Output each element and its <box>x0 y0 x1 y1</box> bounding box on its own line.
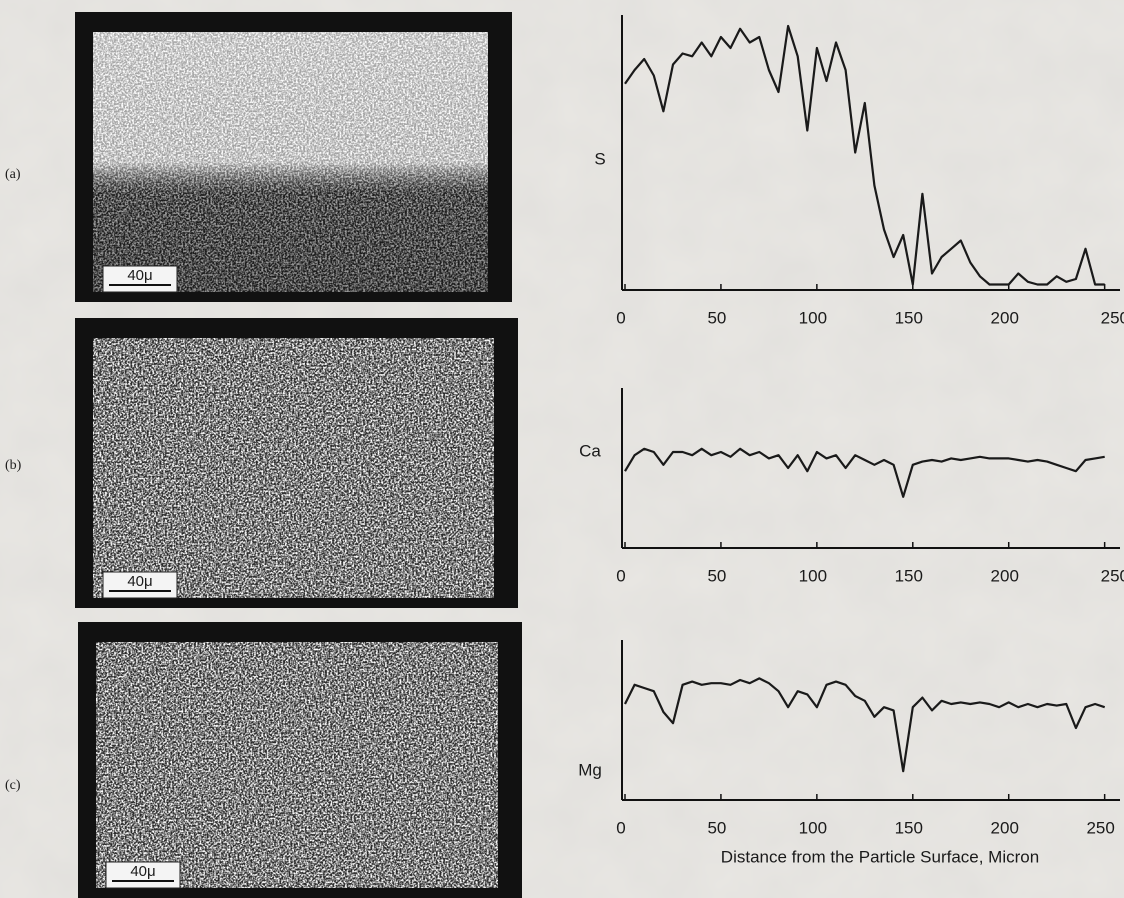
data-line <box>624 677 1106 773</box>
x-tick-label: 100 <box>799 308 827 327</box>
micrograph-speckle <box>93 338 494 598</box>
series-label: S <box>594 149 605 168</box>
scale-box <box>105 861 181 889</box>
x-tick-label: 200 <box>991 566 1019 585</box>
micrograph-speckle <box>96 642 498 888</box>
x-tick-label: 250μ <box>1101 308 1124 327</box>
charts: 0 50 100 150 200 250μ S 0 50 100 150 200 250μ Ca 0 50 10… <box>578 15 1124 866</box>
scale-box <box>102 265 178 293</box>
x-tick-label: 200 <box>991 308 1019 327</box>
x-tick-label: 50 <box>707 566 726 585</box>
x-tick-label: 0 <box>616 308 625 327</box>
scale-label: 40μ <box>127 573 152 590</box>
x-tick-label: 0 <box>616 566 625 585</box>
panel-label: (b) <box>5 458 22 473</box>
data-line <box>624 447 1105 498</box>
panel-label: (c) <box>5 778 21 793</box>
scale-label: 40μ <box>127 267 152 284</box>
scale-box <box>102 571 178 599</box>
x-tick-label: 100 <box>799 818 827 837</box>
x-tick-label: 50 <box>707 818 726 837</box>
panel-label: (a) <box>5 167 21 182</box>
data-line <box>624 24 1105 286</box>
series-label: Ca <box>579 441 601 460</box>
x-tick-label: 150 <box>895 566 923 585</box>
scale-label: 40μ <box>130 863 155 880</box>
series-label: Mg <box>578 760 602 779</box>
x-tick-label: 150 <box>895 818 923 837</box>
x-axis-title: Distance from the Particle Surface, Micr… <box>721 847 1039 866</box>
x-tick-label: 150 <box>895 308 923 327</box>
micrograph-shade <box>93 32 488 292</box>
x-tick-label: 250μ <box>1101 566 1124 585</box>
x-tick-label: 100 <box>799 566 827 585</box>
x-tick-label: 250 <box>1086 818 1114 837</box>
x-tick-label: 0 <box>616 818 625 837</box>
x-tick-label: 50 <box>707 308 726 327</box>
micrographs: (a) 40μ (b) 40μ (c) 40μ <box>5 12 522 898</box>
x-tick-label: 200 <box>991 818 1019 837</box>
